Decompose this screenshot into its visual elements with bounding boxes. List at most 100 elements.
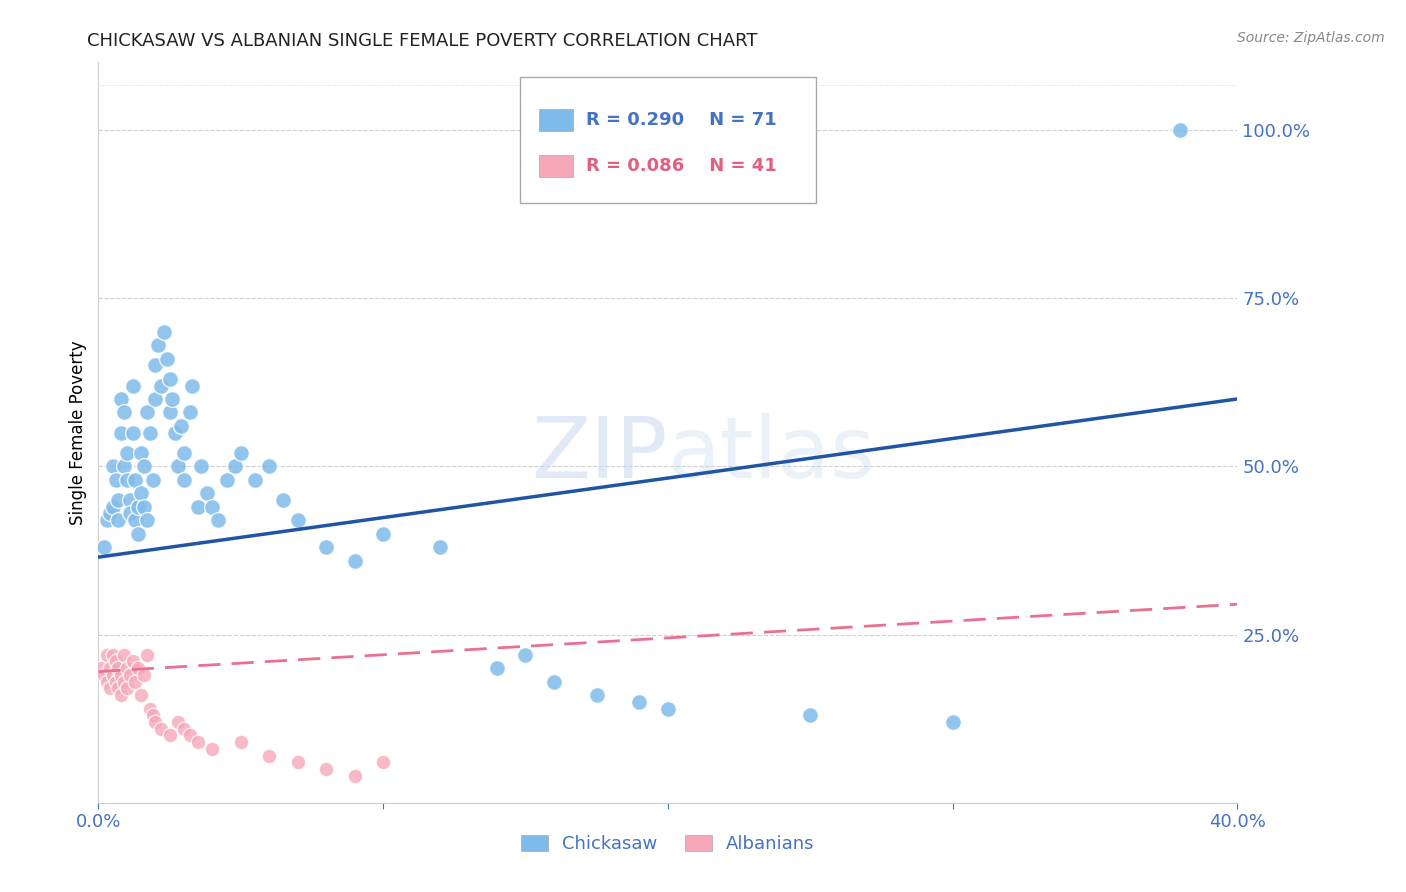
Point <box>229 735 252 749</box>
Point <box>486 661 509 675</box>
Point <box>121 425 143 440</box>
Point <box>121 655 143 669</box>
Point <box>138 425 160 440</box>
Point <box>148 338 170 352</box>
Text: CHICKASAW VS ALBANIAN SINGLE FEMALE POVERTY CORRELATION CHART: CHICKASAW VS ALBANIAN SINGLE FEMALE POVE… <box>87 32 758 50</box>
Point <box>110 668 132 682</box>
Point <box>127 500 149 514</box>
Point <box>173 722 195 736</box>
Point <box>173 473 195 487</box>
Point <box>93 540 115 554</box>
Point <box>115 661 138 675</box>
Point <box>145 359 167 373</box>
Point <box>229 446 252 460</box>
Point <box>138 701 160 715</box>
Y-axis label: Single Female Poverty: Single Female Poverty <box>69 341 87 524</box>
Point <box>187 500 209 514</box>
Point <box>115 681 138 696</box>
Point <box>173 446 195 460</box>
Point <box>287 513 309 527</box>
Point <box>96 513 118 527</box>
Point <box>657 701 679 715</box>
Point <box>107 513 129 527</box>
Text: atlas: atlas <box>668 413 876 496</box>
Point <box>104 473 127 487</box>
Point <box>179 405 201 419</box>
Point <box>159 405 181 419</box>
Point <box>129 486 152 500</box>
Point <box>135 648 157 662</box>
Point <box>93 668 115 682</box>
Point <box>96 674 118 689</box>
Point <box>243 473 266 487</box>
Legend: Chickasaw, Albanians: Chickasaw, Albanians <box>513 828 823 861</box>
Text: R = 0.086    N = 41: R = 0.086 N = 41 <box>586 157 776 175</box>
Point <box>127 661 149 675</box>
Point <box>181 378 204 392</box>
Point <box>224 459 246 474</box>
Point <box>124 513 146 527</box>
Point <box>132 459 155 474</box>
Point <box>110 688 132 702</box>
Point <box>101 648 124 662</box>
Point <box>515 648 537 662</box>
Point <box>124 473 146 487</box>
Point <box>121 378 143 392</box>
Point <box>127 526 149 541</box>
Point <box>259 748 281 763</box>
Point <box>215 473 238 487</box>
Point <box>132 500 155 514</box>
Point <box>153 325 176 339</box>
Point <box>107 681 129 696</box>
Text: R = 0.290    N = 71: R = 0.290 N = 71 <box>586 112 776 129</box>
Point <box>107 661 129 675</box>
FancyBboxPatch shape <box>538 109 574 131</box>
Point <box>141 708 163 723</box>
Point <box>110 425 132 440</box>
Point <box>1170 122 1192 136</box>
Point <box>373 756 395 770</box>
Point <box>150 378 173 392</box>
Point <box>167 459 190 474</box>
Point <box>101 668 124 682</box>
Point <box>190 459 212 474</box>
Point <box>132 668 155 682</box>
Point <box>101 500 124 514</box>
Point <box>118 507 141 521</box>
Point <box>96 648 118 662</box>
Point <box>170 418 193 433</box>
Point <box>373 526 395 541</box>
Point <box>124 674 146 689</box>
Point <box>287 756 309 770</box>
Point <box>118 668 141 682</box>
Text: Source: ZipAtlas.com: Source: ZipAtlas.com <box>1237 31 1385 45</box>
Point <box>104 674 127 689</box>
Point <box>118 492 141 507</box>
Point <box>145 714 167 729</box>
Point <box>129 446 152 460</box>
FancyBboxPatch shape <box>538 155 574 178</box>
Point <box>167 714 190 729</box>
Point <box>150 722 173 736</box>
Text: ZIP: ZIP <box>531 413 668 496</box>
Point <box>110 392 132 406</box>
Point <box>145 392 167 406</box>
Point <box>107 492 129 507</box>
Point <box>187 735 209 749</box>
Point <box>104 655 127 669</box>
Point <box>141 473 163 487</box>
Point <box>112 459 135 474</box>
Point <box>112 648 135 662</box>
Point <box>156 351 179 366</box>
Point <box>135 405 157 419</box>
Point <box>343 553 366 567</box>
Point <box>315 540 337 554</box>
Point <box>129 688 152 702</box>
Point <box>112 674 135 689</box>
Point <box>98 661 121 675</box>
Point <box>315 762 337 776</box>
Point <box>135 513 157 527</box>
Point <box>273 492 295 507</box>
Point <box>799 708 821 723</box>
Point <box>90 661 112 675</box>
